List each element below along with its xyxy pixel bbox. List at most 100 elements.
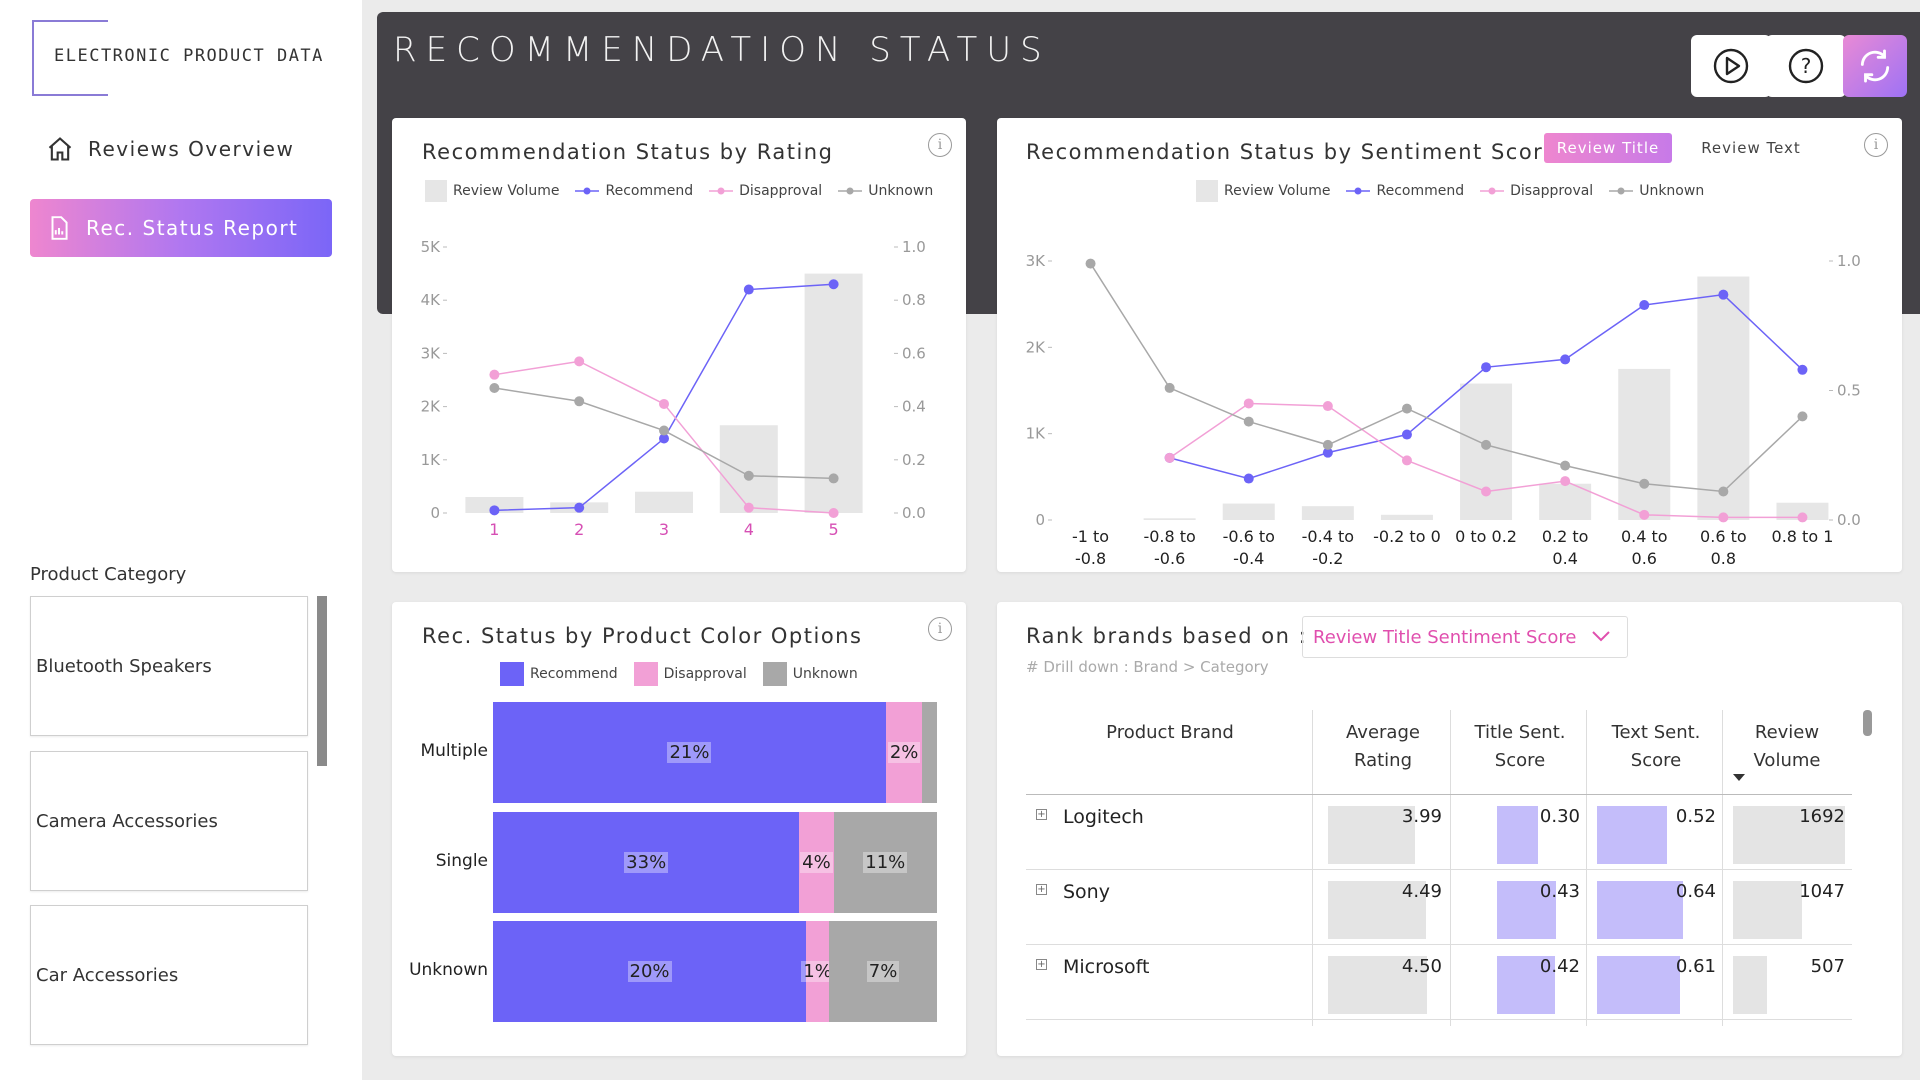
unknown-point: [828, 473, 839, 484]
col-header-title-sent[interactable]: Title Sent. Score: [1474, 722, 1566, 771]
col-header-text-sent[interactable]: Text Sent. Score: [1611, 722, 1701, 771]
unknown-point: [574, 396, 585, 407]
recommend-point: [1481, 362, 1492, 373]
svg-text:?: ?: [1801, 54, 1812, 78]
rating-chart-title: Recommendation Status by Rating: [422, 140, 834, 164]
text-sent-value: 0.61: [1675, 956, 1716, 977]
volume-bar: [1301, 506, 1354, 520]
left-axis-tick: 3K: [421, 344, 442, 362]
toggle-review-title[interactable]: Review Title: [1544, 133, 1672, 163]
avg-rating-bar: [1328, 956, 1427, 1014]
category-tick-label: 0.4: [1552, 549, 1577, 568]
brand-name[interactable]: Microsoft: [1063, 956, 1150, 978]
sentiment-chart-legend: Review Volume Recommend Disapproval Unkn…: [1196, 180, 1720, 202]
right-axis-tick: 1.0: [902, 238, 926, 256]
text-sent-value: 0.64: [1675, 881, 1716, 902]
unknown-point: [1401, 403, 1412, 414]
right-axis-tick: 0.6: [902, 344, 926, 362]
category-card-bluetooth-speakers[interactable]: Bluetooth Speakers: [30, 596, 308, 736]
info-icon[interactable]: i: [928, 133, 952, 157]
unknown-segment[interactable]: 7%: [829, 921, 937, 1022]
disapproval-point: [743, 502, 754, 513]
category-scrollbar[interactable]: [317, 596, 327, 766]
legend-disapproval: Disapproval: [1480, 183, 1593, 199]
left-axis-tick: 2K: [1026, 338, 1047, 356]
recommend-segment[interactable]: 21%: [493, 702, 886, 803]
expand-icon[interactable]: +: [1036, 809, 1047, 820]
unknown-point: [1797, 411, 1808, 422]
unknown-point: [1639, 478, 1650, 489]
disapproval-segment[interactable]: 4%: [799, 812, 834, 913]
unknown-point: [743, 470, 754, 481]
disapproval-segment[interactable]: 2%: [885, 702, 923, 803]
info-icon[interactable]: i: [1864, 133, 1888, 157]
refresh-button[interactable]: [1843, 35, 1907, 97]
col-header-brand[interactable]: Product Brand: [1106, 722, 1234, 743]
rank-metric-dropdown[interactable]: Review Title Sentiment Score: [1302, 616, 1628, 658]
disapproval-point: [489, 369, 500, 380]
unknown-point: [489, 382, 500, 393]
expand-icon[interactable]: +: [1036, 884, 1047, 895]
avg-rating-value: 4.50: [1401, 956, 1442, 977]
recommend-point: [1560, 354, 1571, 365]
col-header-volume[interactable]: Review Volume: [1753, 722, 1821, 771]
right-axis-tick: 0.0: [902, 504, 926, 522]
right-axis-tick: 0.5: [1837, 382, 1861, 400]
unknown-segment[interactable]: 11%: [833, 812, 937, 913]
legend-recommend: Recommend: [575, 183, 693, 199]
recommend-segment[interactable]: 33%: [493, 812, 800, 913]
sentiment-chart: 0 1K 2K 3K 0.0 0.5 1.0 -1 to -0.8 -0.8 to -0.6 -0.6…: [1026, 252, 1861, 568]
brand-name[interactable]: Logitech: [1063, 806, 1144, 828]
unknown-line: [1089, 263, 1803, 493]
category-tick-label: 0.4 to: [1621, 527, 1668, 546]
unknown-segment[interactable]: [922, 702, 937, 803]
category-label: Car Accessories: [36, 964, 179, 986]
volume-bar: [804, 273, 863, 513]
category-tick-label: 4: [744, 520, 754, 539]
text-sent-bar: [1597, 881, 1683, 939]
recommend-point: [1401, 429, 1412, 440]
nav-rec-status-report[interactable]: Rec. Status Report: [30, 199, 332, 257]
recommend-point: [659, 433, 669, 444]
category-card-camera-accessories[interactable]: Camera Accessories: [30, 751, 308, 891]
brand-name[interactable]: Sony: [1063, 881, 1110, 903]
toggle-review-text[interactable]: Review Text: [1701, 139, 1801, 157]
data-label: 21%: [667, 742, 712, 763]
refresh-icon: [1860, 49, 1890, 83]
nav-reviews-overview[interactable]: Reviews Overview: [30, 120, 332, 178]
right-axis-tick: 0.4: [902, 398, 926, 416]
avg-rating-bar: [1328, 806, 1415, 864]
category-label: Single: [435, 850, 488, 871]
category-card-car-accessories[interactable]: Car Accessories: [30, 905, 308, 1045]
recommend-segment[interactable]: 20%: [493, 921, 807, 1022]
play-button[interactable]: [1691, 35, 1771, 97]
page-title: RECOMMENDATION STATUS: [393, 30, 1051, 70]
volume-value: 507: [1810, 956, 1845, 977]
legend-disapproval: Disapproval: [709, 183, 822, 199]
legend-recommend: Recommend: [1346, 183, 1464, 199]
sentiment-chart-panel: [997, 118, 1902, 572]
table-row-divider: [1026, 944, 1852, 945]
data-label: 4%: [800, 852, 833, 873]
volume-bar: [1733, 881, 1803, 939]
info-icon[interactable]: i: [928, 617, 952, 641]
legend-disapproval: Disapproval: [633, 662, 747, 686]
unknown-point: [1164, 382, 1175, 393]
disapproval-segment[interactable]: 1%: [801, 921, 834, 1022]
table-scrollbar[interactable]: [1863, 710, 1872, 736]
legend-review-volume: Review Volume: [1196, 180, 1330, 202]
expand-icon[interactable]: +: [1036, 959, 1047, 970]
col-header-avg-rating[interactable]: Average Rating: [1346, 722, 1420, 771]
help-button[interactable]: ?: [1766, 35, 1846, 97]
unknown-point: [1085, 258, 1096, 269]
volume-bar: [1733, 806, 1845, 864]
category-tick-label: 1: [489, 520, 499, 539]
color-options-legend: Recommend Disapproval Unknown: [500, 662, 874, 686]
category-tick-label: -0.2 to 0: [1373, 527, 1441, 546]
disapproval-point: [1797, 512, 1808, 523]
volume-bar: [719, 425, 778, 513]
sort-desc-icon[interactable]: [1733, 774, 1745, 781]
disapproval-point: [1401, 455, 1412, 466]
drill-down-note: # Drill down : Brand > Category: [1026, 658, 1269, 676]
volume-bar: [1733, 956, 1767, 1014]
